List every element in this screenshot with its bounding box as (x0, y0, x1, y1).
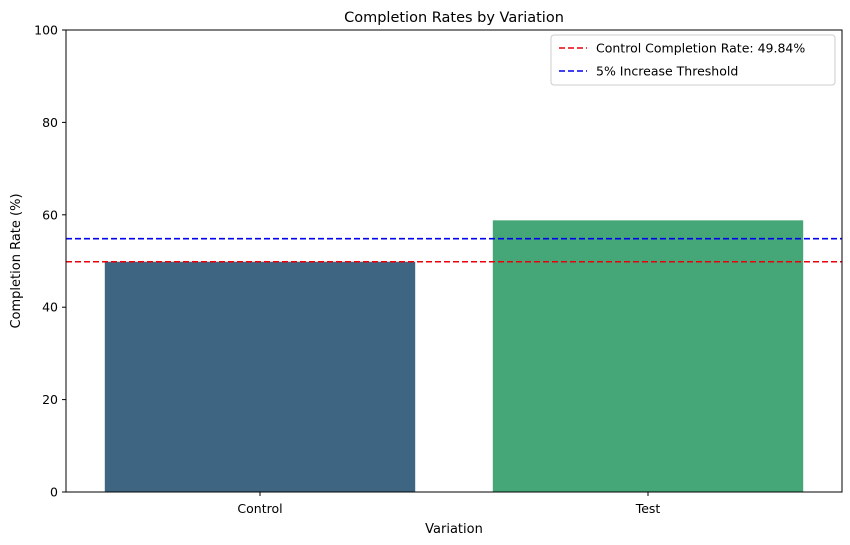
x-axis-label: Variation (425, 522, 483, 537)
y-tick-label: 100 (34, 23, 58, 38)
legend-label-control-rate: Control Completion Rate: 49.84% (596, 41, 805, 56)
y-axis: 0 20 40 60 80 100 (34, 23, 66, 500)
x-tick-label-control: Control (237, 501, 282, 516)
bar-control (104, 261, 416, 492)
chart-title: Completion Rates by Variation (344, 10, 564, 26)
y-tick-label: 60 (42, 207, 58, 222)
y-tick-label: 20 (42, 392, 58, 407)
legend-label-threshold: 5% Increase Threshold (596, 64, 738, 79)
y-tick-label: 0 (50, 485, 58, 500)
bar-test (492, 220, 804, 492)
legend-box (550, 34, 836, 86)
plot-area (66, 220, 842, 492)
x-tick-label-test: Test (635, 501, 661, 516)
y-tick-label: 80 (42, 115, 58, 130)
y-axis-label: Completion Rate (%) (9, 193, 24, 328)
x-axis: Control Test (237, 492, 660, 516)
plot-frame (65, 29, 843, 493)
legend: Control Completion Rate: 49.84% 5% Incre… (550, 34, 836, 86)
y-tick-label: 40 (42, 300, 58, 315)
